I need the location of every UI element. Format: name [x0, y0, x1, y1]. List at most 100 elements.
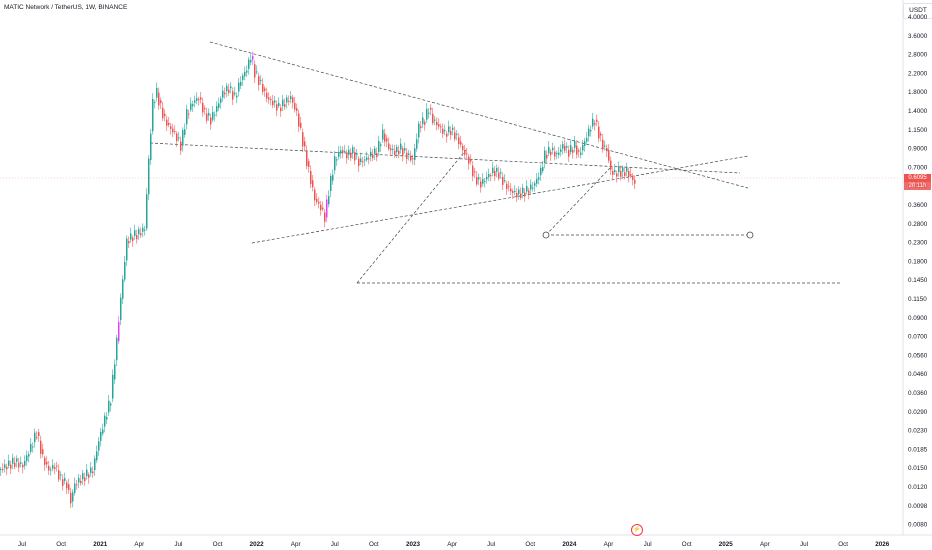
- candle-body: [566, 146, 568, 148]
- candle-body: [142, 227, 144, 232]
- candle-body: [328, 196, 330, 205]
- candle-body: [106, 417, 108, 420]
- time-tick-label: Oct: [838, 541, 848, 548]
- price-tick-label: 1.4000: [908, 108, 928, 115]
- candle-body: [250, 60, 252, 63]
- candle-body: [210, 117, 212, 125]
- candle-body: [256, 71, 258, 73]
- candle-body: [188, 113, 190, 115]
- candle-body: [218, 103, 220, 108]
- candle-body: [144, 229, 146, 231]
- candle-body: [184, 129, 186, 135]
- candle-body: [504, 180, 506, 182]
- candle-body: [214, 114, 216, 116]
- candle-body: [236, 95, 238, 98]
- lightning-icon[interactable]: ⚡: [631, 524, 643, 536]
- candle-body: [8, 460, 10, 466]
- candle-body: [192, 104, 194, 107]
- symbol-title: MATIC Network / TetherUS, 1W, BINANCE: [4, 4, 128, 11]
- candle-body: [588, 128, 590, 137]
- candle-body: [80, 480, 82, 484]
- candle-body: [326, 199, 328, 218]
- candle-body: [308, 161, 310, 167]
- candle-body: [14, 462, 16, 467]
- candle-body: [492, 167, 494, 174]
- candle-body: [212, 111, 214, 120]
- target-anchor-start[interactable]: [542, 231, 550, 239]
- candle-body: [590, 130, 592, 132]
- candle-body: [44, 457, 46, 465]
- candle-body: [332, 174, 334, 181]
- candle-body: [134, 230, 136, 236]
- candle-body: [104, 415, 106, 427]
- mid-support-line: [149, 142, 741, 174]
- price-axis[interactable]: 4.0000 3.6000 2.8000 2.2000 1.8000 1.4000 1.15…: [908, 14, 928, 529]
- candle-body: [338, 151, 340, 157]
- candle-body: [316, 198, 318, 202]
- candle-body: [548, 146, 550, 154]
- candle-body: [92, 471, 94, 474]
- candle-body: [28, 454, 30, 457]
- candle-body: [138, 229, 140, 235]
- candle-body: [502, 176, 504, 185]
- candle-body: [90, 467, 92, 474]
- candle-body: [494, 171, 496, 177]
- candle-body: [452, 127, 454, 130]
- time-tick-label: 2026: [875, 541, 890, 548]
- candle-body: [252, 56, 254, 60]
- candle-body: [0, 468, 2, 471]
- candle-body: [598, 126, 600, 139]
- candle-body: [132, 237, 134, 241]
- candle-body: [224, 92, 226, 95]
- candle-body: [428, 112, 430, 114]
- candle-body: [442, 128, 444, 134]
- candle-body: [286, 97, 288, 103]
- candle-body: [248, 59, 250, 69]
- candle-body: [72, 492, 74, 502]
- candle-body: [260, 79, 262, 81]
- candle-body: [40, 440, 42, 454]
- candle-body: [146, 194, 148, 229]
- candle-body: [626, 167, 628, 172]
- time-axis[interactable]: Jul Oct 2021 Apr Jul Oct 2022 Apr Jul Oct 2023 Apr J…: [18, 541, 890, 548]
- candle-body: [82, 473, 84, 480]
- candle-body: [130, 233, 132, 240]
- candle-body: [6, 466, 8, 470]
- candle-body: [346, 153, 348, 159]
- candle-body: [374, 148, 376, 154]
- time-tick-label: Oct: [525, 541, 535, 548]
- candle-body: [180, 141, 182, 151]
- candle-body: [320, 204, 322, 211]
- candle-body: [400, 143, 402, 150]
- candle-body: [324, 212, 326, 222]
- candle-body: [246, 70, 248, 73]
- candle-body: [282, 99, 284, 107]
- candle-body: [234, 92, 236, 95]
- candle-body: [350, 153, 352, 158]
- candle-body: [402, 148, 404, 156]
- candle-body: [102, 429, 104, 434]
- price-tick-label: 3.6000: [908, 33, 928, 40]
- candle-body: [54, 467, 56, 470]
- candle-body: [478, 177, 480, 180]
- candle-body: [128, 241, 130, 244]
- time-tick-label: Jul: [18, 541, 26, 548]
- candle-body: [424, 121, 426, 125]
- last-price-label: 0.6095: [904, 174, 931, 182]
- candle-body: [580, 152, 582, 155]
- candle-body: [100, 432, 102, 441]
- candle-body: [606, 147, 608, 152]
- candle-body: [456, 133, 458, 135]
- candle-body: [614, 169, 616, 173]
- candle-body: [610, 160, 612, 170]
- candle-body: [392, 148, 394, 150]
- candle-body: [592, 118, 594, 127]
- target-anchor-end[interactable]: [746, 231, 754, 239]
- candle-body: [62, 479, 64, 486]
- candle-body: [628, 171, 630, 177]
- candle-body: [268, 97, 270, 100]
- candle-body: [84, 477, 86, 482]
- candle-body: [86, 469, 88, 477]
- candle-body: [510, 188, 512, 192]
